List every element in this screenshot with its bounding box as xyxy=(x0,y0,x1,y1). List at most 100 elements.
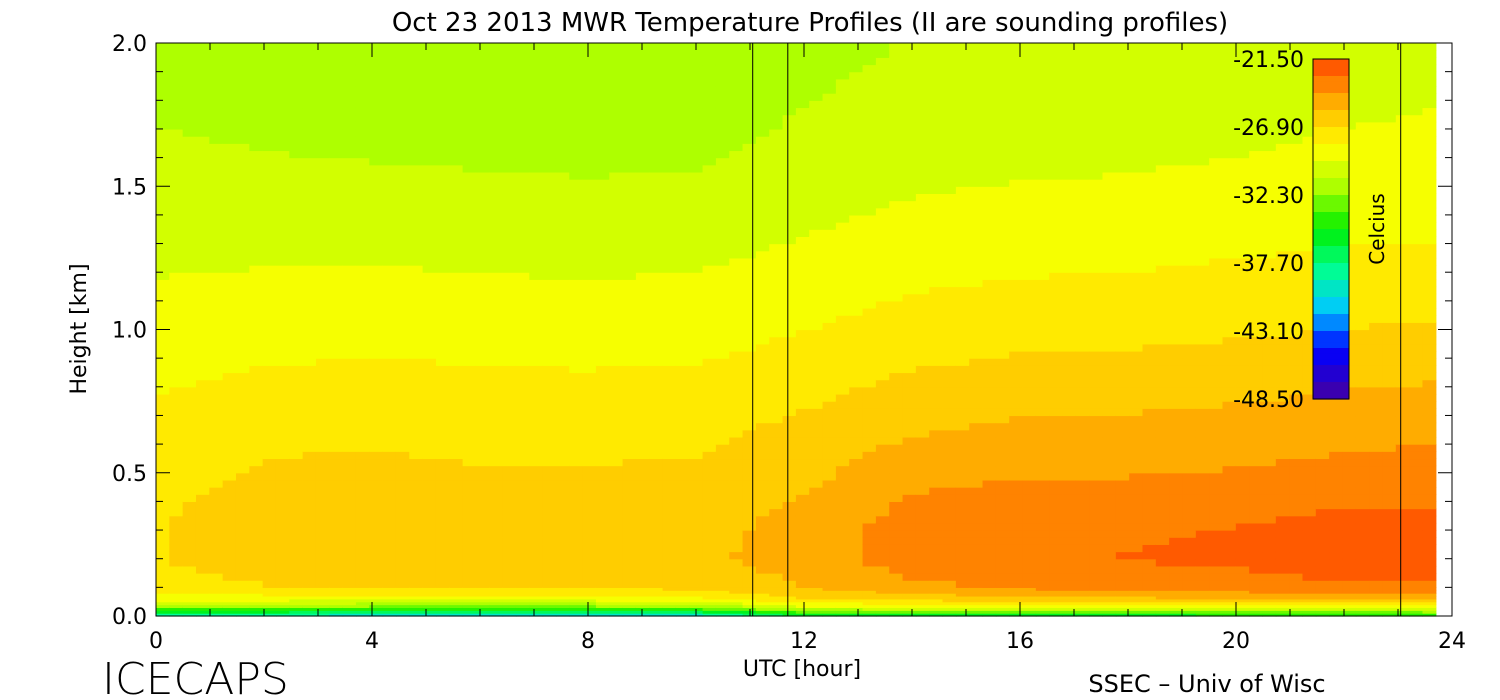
heatmap-cell xyxy=(156,350,170,359)
heatmap-cell xyxy=(809,604,824,609)
heatmap-cell xyxy=(515,451,530,460)
heatmap-cell xyxy=(795,601,810,606)
heatmap-cell xyxy=(569,43,584,51)
heatmap-cell xyxy=(329,573,344,581)
heatmap-cell xyxy=(622,121,637,130)
heatmap-cell xyxy=(649,236,664,245)
heatmap-cell xyxy=(262,343,277,352)
heatmap-cell xyxy=(382,179,397,187)
heatmap-cell xyxy=(542,286,557,295)
heatmap-cell xyxy=(462,610,477,614)
heatmap-cell xyxy=(462,537,477,545)
heatmap-cell xyxy=(795,293,810,302)
heatmap-cell xyxy=(369,508,384,517)
heatmap-cell xyxy=(755,250,770,259)
heatmap-cell xyxy=(262,143,277,152)
heatmap-cell xyxy=(342,329,357,338)
heatmap-cell xyxy=(489,50,504,58)
heatmap-cell xyxy=(862,595,877,600)
heatmap-cell xyxy=(609,444,624,452)
heatmap-cell xyxy=(249,593,264,597)
heatmap-cell xyxy=(329,429,344,438)
heatmap-cell xyxy=(195,64,210,73)
heatmap-cell xyxy=(489,551,504,560)
heatmap-cell xyxy=(555,415,570,424)
heatmap-cell xyxy=(742,565,757,574)
heatmap-cell xyxy=(489,393,504,402)
heatmap-cell xyxy=(475,236,490,245)
heatmap-cell xyxy=(595,422,610,431)
heatmap-cell xyxy=(755,429,770,438)
heatmap-cell xyxy=(422,465,437,474)
heatmap-cell xyxy=(449,515,464,524)
heatmap-cell xyxy=(355,236,370,245)
heatmap-cell xyxy=(489,257,504,266)
heatmap-cell xyxy=(342,322,357,331)
heatmap-cell xyxy=(782,164,797,173)
heatmap-cell xyxy=(635,508,650,517)
heatmap-cell xyxy=(529,565,544,574)
heatmap-cell xyxy=(515,472,530,481)
heatmap-cell xyxy=(409,50,424,58)
heatmap-cell xyxy=(409,186,424,195)
heatmap-cell xyxy=(209,595,224,600)
heatmap-cell xyxy=(729,530,744,538)
heatmap-cell xyxy=(275,78,290,87)
heatmap-cell xyxy=(675,444,690,452)
heatmap-cell xyxy=(422,171,437,180)
heatmap-cell xyxy=(395,580,410,588)
heatmap-cell xyxy=(409,386,424,395)
heatmap-cell xyxy=(435,436,450,445)
heatmap-cell xyxy=(249,465,264,474)
heatmap-cell xyxy=(209,207,224,216)
heatmap-cell xyxy=(569,598,584,603)
heatmap-cell xyxy=(409,236,424,245)
heatmap-cell xyxy=(862,436,877,445)
heatmap-cell xyxy=(529,336,544,345)
heatmap-cell xyxy=(902,372,917,381)
heatmap-cell xyxy=(249,350,264,359)
heatmap-cell xyxy=(462,257,477,266)
heatmap-cell xyxy=(409,494,424,502)
heatmap-cell xyxy=(262,171,277,180)
heatmap-cell xyxy=(395,78,410,87)
heatmap-cell xyxy=(435,229,450,237)
heatmap-cell xyxy=(849,343,864,352)
heatmap-cell xyxy=(875,214,890,223)
heatmap-cell xyxy=(689,365,704,374)
heatmap-cell xyxy=(422,207,437,216)
heatmap-cell xyxy=(809,43,824,51)
heatmap-cell xyxy=(702,601,717,606)
heatmap-cell xyxy=(169,286,184,295)
heatmap-cell xyxy=(209,408,224,417)
heatmap-cell xyxy=(582,279,597,288)
heatmap-cell xyxy=(195,150,210,159)
heatmap-cell xyxy=(289,580,304,588)
heatmap-cell xyxy=(369,100,384,109)
heatmap-cell xyxy=(156,114,170,123)
heatmap-cell xyxy=(422,93,437,101)
heatmap-cell xyxy=(462,386,477,395)
heatmap-cell xyxy=(475,336,490,345)
heatmap-cell xyxy=(662,593,677,597)
heatmap-cell xyxy=(675,343,690,352)
heatmap-cell xyxy=(195,551,210,560)
heatmap-cell xyxy=(862,598,877,603)
heatmap-cell xyxy=(449,573,464,581)
heatmap-cell xyxy=(289,300,304,309)
heatmap-cell xyxy=(475,107,490,116)
heatmap-cell xyxy=(609,472,624,481)
heatmap-cell xyxy=(889,78,904,87)
heatmap-cell xyxy=(169,329,184,338)
heatmap-cell xyxy=(475,422,490,431)
heatmap-cell xyxy=(795,494,810,502)
heatmap-cell xyxy=(409,607,424,611)
heatmap-cell xyxy=(209,436,224,445)
heatmap-cell xyxy=(449,157,464,166)
heatmap-cell xyxy=(635,343,650,352)
heatmap-cell xyxy=(369,580,384,588)
heatmap-cell xyxy=(502,451,517,460)
heatmap-cell xyxy=(515,379,530,388)
heatmap-cell xyxy=(769,436,784,445)
heatmap-cell xyxy=(395,393,410,402)
